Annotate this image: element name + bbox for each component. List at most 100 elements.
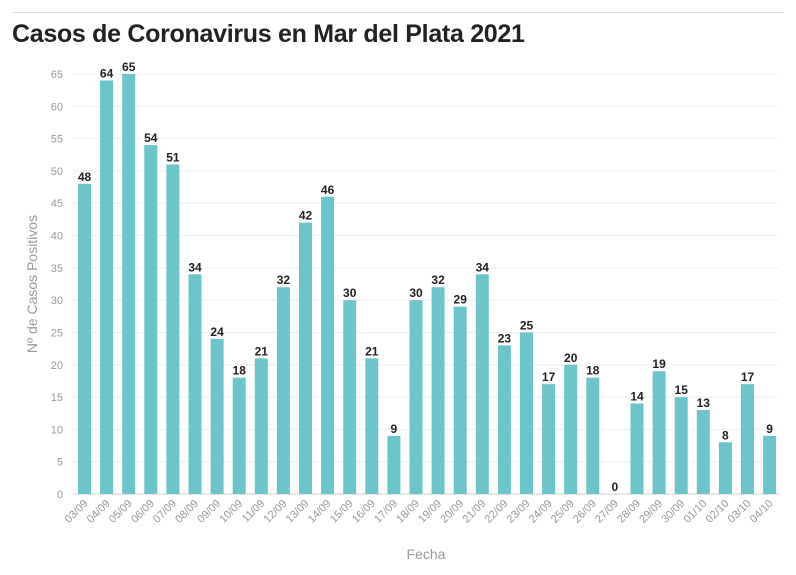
data-label: 65 [122, 60, 136, 74]
x-tick-label: 23/09 [505, 498, 533, 526]
bar [475, 274, 489, 494]
bar [431, 287, 445, 494]
data-label: 21 [365, 344, 379, 358]
x-tick-label: 06/09 [129, 498, 157, 526]
x-tick-label: 15/09 [328, 498, 356, 526]
data-label: 20 [564, 351, 578, 365]
bar [630, 403, 644, 494]
x-tick-label: 09/09 [195, 498, 223, 526]
y-tick-label: 60 [51, 101, 63, 113]
bar [542, 384, 556, 494]
y-tick-label: 45 [51, 198, 63, 210]
data-label: 9 [766, 422, 773, 436]
data-label: 17 [542, 370, 556, 384]
data-label: 8 [722, 428, 729, 442]
bar [232, 377, 246, 494]
x-tick-label: 04/10 [748, 498, 776, 526]
x-tick-label: 19/09 [416, 498, 444, 526]
data-label: 18 [233, 364, 247, 378]
data-label: 17 [741, 370, 755, 384]
data-label: 34 [188, 260, 202, 274]
data-label: 24 [210, 325, 224, 339]
data-label: 21 [255, 344, 269, 358]
x-tick-label: 01/10 [681, 498, 709, 526]
x-tick-label: 02/10 [704, 498, 732, 526]
y-tick-label: 50 [51, 166, 63, 178]
bar [453, 306, 467, 494]
x-tick-label: 22/09 [483, 498, 511, 526]
bar [188, 274, 202, 494]
x-tick-label: 17/09 [372, 498, 400, 526]
y-tick-label: 55 [51, 134, 63, 146]
bar [299, 222, 312, 494]
bar [718, 442, 732, 494]
x-tick-label: 26/09 [571, 498, 599, 526]
data-label: 25 [520, 318, 534, 332]
y-tick-label: 30 [51, 295, 63, 307]
bar [210, 338, 224, 494]
x-tick-label: 24/09 [527, 498, 555, 526]
y-tick-label: 65 [51, 69, 63, 81]
data-label: 54 [144, 131, 158, 145]
x-tick-label: 07/09 [151, 498, 179, 526]
bar [343, 300, 357, 494]
x-tick-label: 30/09 [659, 498, 687, 526]
data-label: 32 [277, 273, 291, 287]
x-tick-label: 20/09 [438, 498, 466, 526]
x-tick-label: 05/09 [107, 498, 135, 526]
data-label: 15 [675, 383, 689, 397]
data-label: 46 [321, 183, 335, 197]
bar [564, 364, 578, 494]
x-axis-ticks: 03/0904/0905/0906/0907/0908/0909/0910/09… [63, 498, 776, 526]
x-tick-label: 13/09 [284, 498, 312, 526]
x-tick-label: 14/09 [306, 498, 334, 526]
chart-title: Casos de Coronavirus en Mar del Plata 20… [12, 20, 525, 48]
top-divider [12, 12, 784, 13]
x-tick-label: 08/09 [173, 498, 201, 526]
bar [763, 435, 777, 494]
x-tick-label: 03/09 [63, 498, 91, 526]
x-tick-label: 18/09 [394, 498, 422, 526]
x-tick-label: 10/09 [217, 498, 245, 526]
y-tick-label: 5 [57, 457, 63, 469]
bar [586, 377, 600, 494]
bar [696, 410, 710, 494]
data-label: 19 [652, 357, 666, 371]
bar [166, 164, 180, 494]
data-label: 30 [343, 286, 357, 300]
x-tick-label: 27/09 [593, 498, 621, 526]
data-labels: 48 64 65 54 51 34 24 18 21 32 42 46 30 21 9 30 32 29 34 23 2… [78, 60, 773, 494]
y-tick-label: 35 [51, 263, 63, 275]
x-axis-title: Fecha [407, 546, 446, 562]
bar [276, 287, 290, 494]
x-tick-label: 03/10 [726, 498, 754, 526]
bar [409, 300, 423, 494]
x-tick-label: 04/09 [85, 498, 113, 526]
bar [520, 332, 533, 494]
data-label: 30 [409, 286, 423, 300]
bar [144, 145, 158, 495]
data-label: 64 [100, 66, 114, 80]
x-tick-label: 25/09 [549, 498, 577, 526]
y-tick-label: 40 [51, 231, 63, 243]
data-label: 32 [431, 273, 445, 287]
data-label: 13 [697, 396, 711, 410]
y-tick-label: 10 [51, 424, 63, 436]
data-label: 0 [612, 480, 619, 494]
data-label: 9 [391, 422, 398, 436]
data-label: 51 [166, 150, 180, 164]
bar [254, 358, 268, 494]
x-tick-label: 28/09 [615, 498, 643, 526]
x-tick-label: 11/09 [240, 498, 267, 525]
data-label: 23 [498, 331, 512, 345]
x-tick-label: 12/09 [262, 498, 290, 526]
bar [122, 74, 136, 494]
data-label: 14 [630, 390, 644, 404]
bar [78, 183, 91, 494]
bars [78, 74, 777, 495]
bar [100, 80, 114, 494]
data-label: 18 [586, 364, 600, 378]
y-tick-label: 0 [57, 489, 63, 501]
data-label: 34 [476, 260, 490, 274]
